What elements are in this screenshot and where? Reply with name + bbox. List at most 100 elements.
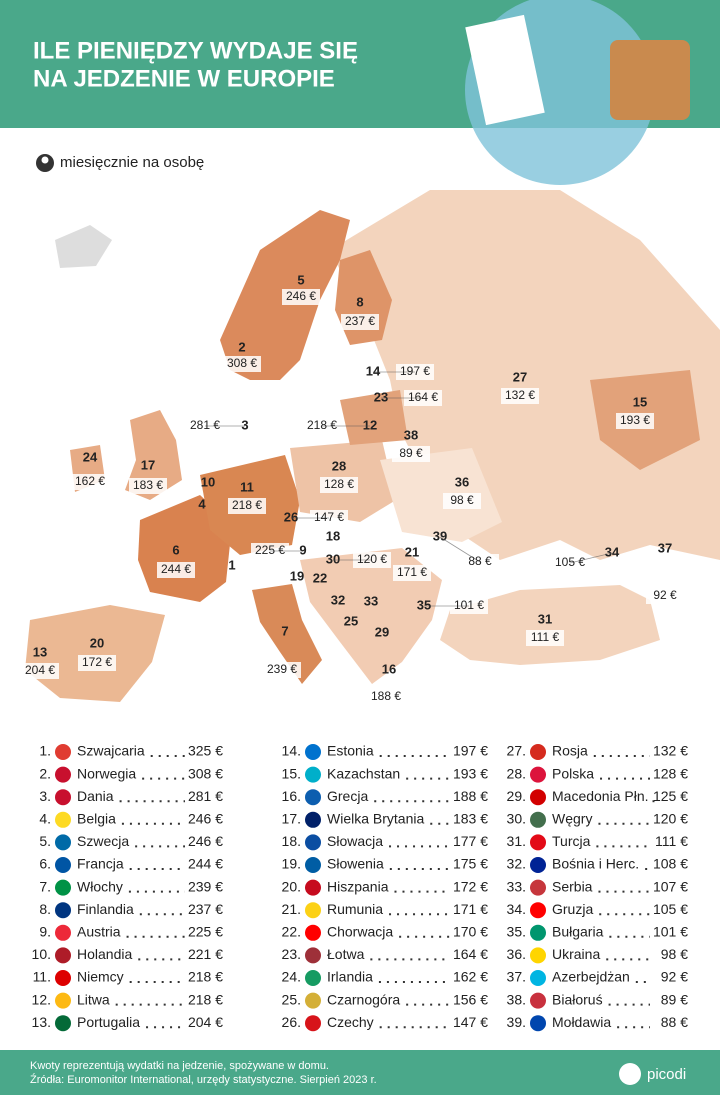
map-rank: 20: [90, 635, 104, 650]
flag: [530, 857, 546, 873]
land: [300, 548, 442, 684]
value: 92 €: [661, 969, 688, 985]
map-value: 120 €: [357, 552, 387, 566]
rank: 15.: [282, 765, 301, 781]
footer-bg: [0, 1050, 720, 1095]
rank: 33.: [507, 878, 526, 894]
country: Grecja: [327, 788, 368, 804]
value-box: [646, 588, 684, 604]
map-rank: 9: [299, 542, 306, 557]
rank: 14.: [282, 743, 301, 759]
country: Szwecja: [77, 833, 129, 849]
value: 281 €: [188, 788, 223, 804]
flag: [305, 902, 321, 919]
map-rank: 27: [513, 369, 527, 384]
country: Litwa: [77, 991, 110, 1007]
flag: [305, 744, 321, 760]
flag: [55, 947, 71, 964]
flag: [530, 879, 546, 896]
value: 218 €: [188, 969, 223, 985]
map-value: 128 €: [324, 477, 354, 491]
map-rank: 39: [433, 528, 447, 543]
map-rank: 13: [33, 644, 47, 659]
map-value: 193 €: [620, 413, 650, 427]
rank: 5.: [39, 833, 51, 849]
country: Rosja: [552, 743, 588, 759]
land: [380, 448, 502, 542]
legend: miesięcznie na osobę: [60, 154, 204, 171]
flag: [530, 992, 546, 1009]
map-value: 225 €: [255, 543, 285, 557]
land: [252, 584, 322, 684]
country: Macedonia Płn.: [552, 788, 649, 804]
country: Węgry: [552, 811, 592, 827]
value: 108 €: [653, 856, 688, 872]
map-value: 188 €: [371, 689, 401, 703]
value: 101 €: [653, 924, 688, 940]
value: 244 €: [188, 856, 223, 872]
rank: 21.: [282, 901, 301, 917]
rank: 28.: [507, 765, 526, 781]
map-rank: 2: [238, 339, 245, 354]
value-box: [228, 498, 266, 514]
value: 193 €: [453, 765, 488, 781]
map-rank: 22: [313, 570, 327, 585]
rank: 24.: [282, 969, 301, 985]
rank: 13.: [32, 1014, 51, 1030]
value: 105 €: [653, 901, 688, 917]
rank: 29.: [507, 788, 526, 804]
flag: [55, 789, 71, 806]
map-rank: 18: [326, 528, 340, 543]
map-rank: 7: [281, 623, 288, 638]
value-box: [501, 388, 539, 404]
value: 98 €: [661, 946, 688, 962]
map-value: 244 €: [161, 562, 191, 576]
value-box: [320, 477, 358, 493]
value: 218 €: [188, 991, 223, 1007]
country: Niemcy: [77, 969, 124, 985]
logo: picodi: [647, 1066, 686, 1083]
land: [340, 390, 408, 445]
value: 162 €: [453, 969, 488, 985]
country: Czechy: [327, 1014, 374, 1030]
person-icon: [41, 156, 49, 164]
value-box: [263, 662, 301, 678]
map-rank: 33: [364, 593, 378, 608]
value-box: [393, 565, 431, 581]
country: Rumunia: [327, 901, 383, 917]
value-box: [21, 663, 59, 679]
logo-icon: [619, 1063, 641, 1085]
flag: [55, 857, 71, 873]
value: 177 €: [453, 833, 488, 849]
map-rank: 28: [332, 458, 346, 473]
rank: 4.: [39, 811, 51, 827]
map-value: 172 €: [82, 655, 112, 669]
country: Finlandia: [77, 901, 134, 917]
map-rank: 14: [366, 363, 381, 378]
value: 164 €: [453, 946, 488, 962]
map-value: 183 €: [133, 478, 163, 492]
rank: 27.: [507, 743, 526, 759]
flag: [305, 766, 321, 783]
country: Belgia: [77, 811, 116, 827]
map-rank: 3: [241, 417, 248, 432]
rank: 8.: [39, 901, 51, 917]
map-rank: 31: [538, 611, 552, 626]
map-rank: 24: [83, 449, 98, 464]
flag: [55, 811, 71, 828]
flag: [530, 970, 546, 986]
map-rank: 17: [141, 457, 155, 472]
flag: [305, 970, 321, 986]
country: Słowacja: [327, 833, 383, 849]
flag: [305, 834, 321, 851]
value: 147 €: [453, 1014, 488, 1030]
flag: [305, 789, 321, 806]
flag: [55, 744, 71, 760]
rank: 35.: [507, 924, 526, 940]
value: 325 €: [188, 743, 223, 759]
rank: 11.: [33, 969, 51, 985]
value-box: [526, 630, 564, 646]
rank: 23.: [282, 946, 301, 962]
map-rank: 16: [382, 661, 396, 676]
map-rank: 10: [201, 474, 215, 489]
